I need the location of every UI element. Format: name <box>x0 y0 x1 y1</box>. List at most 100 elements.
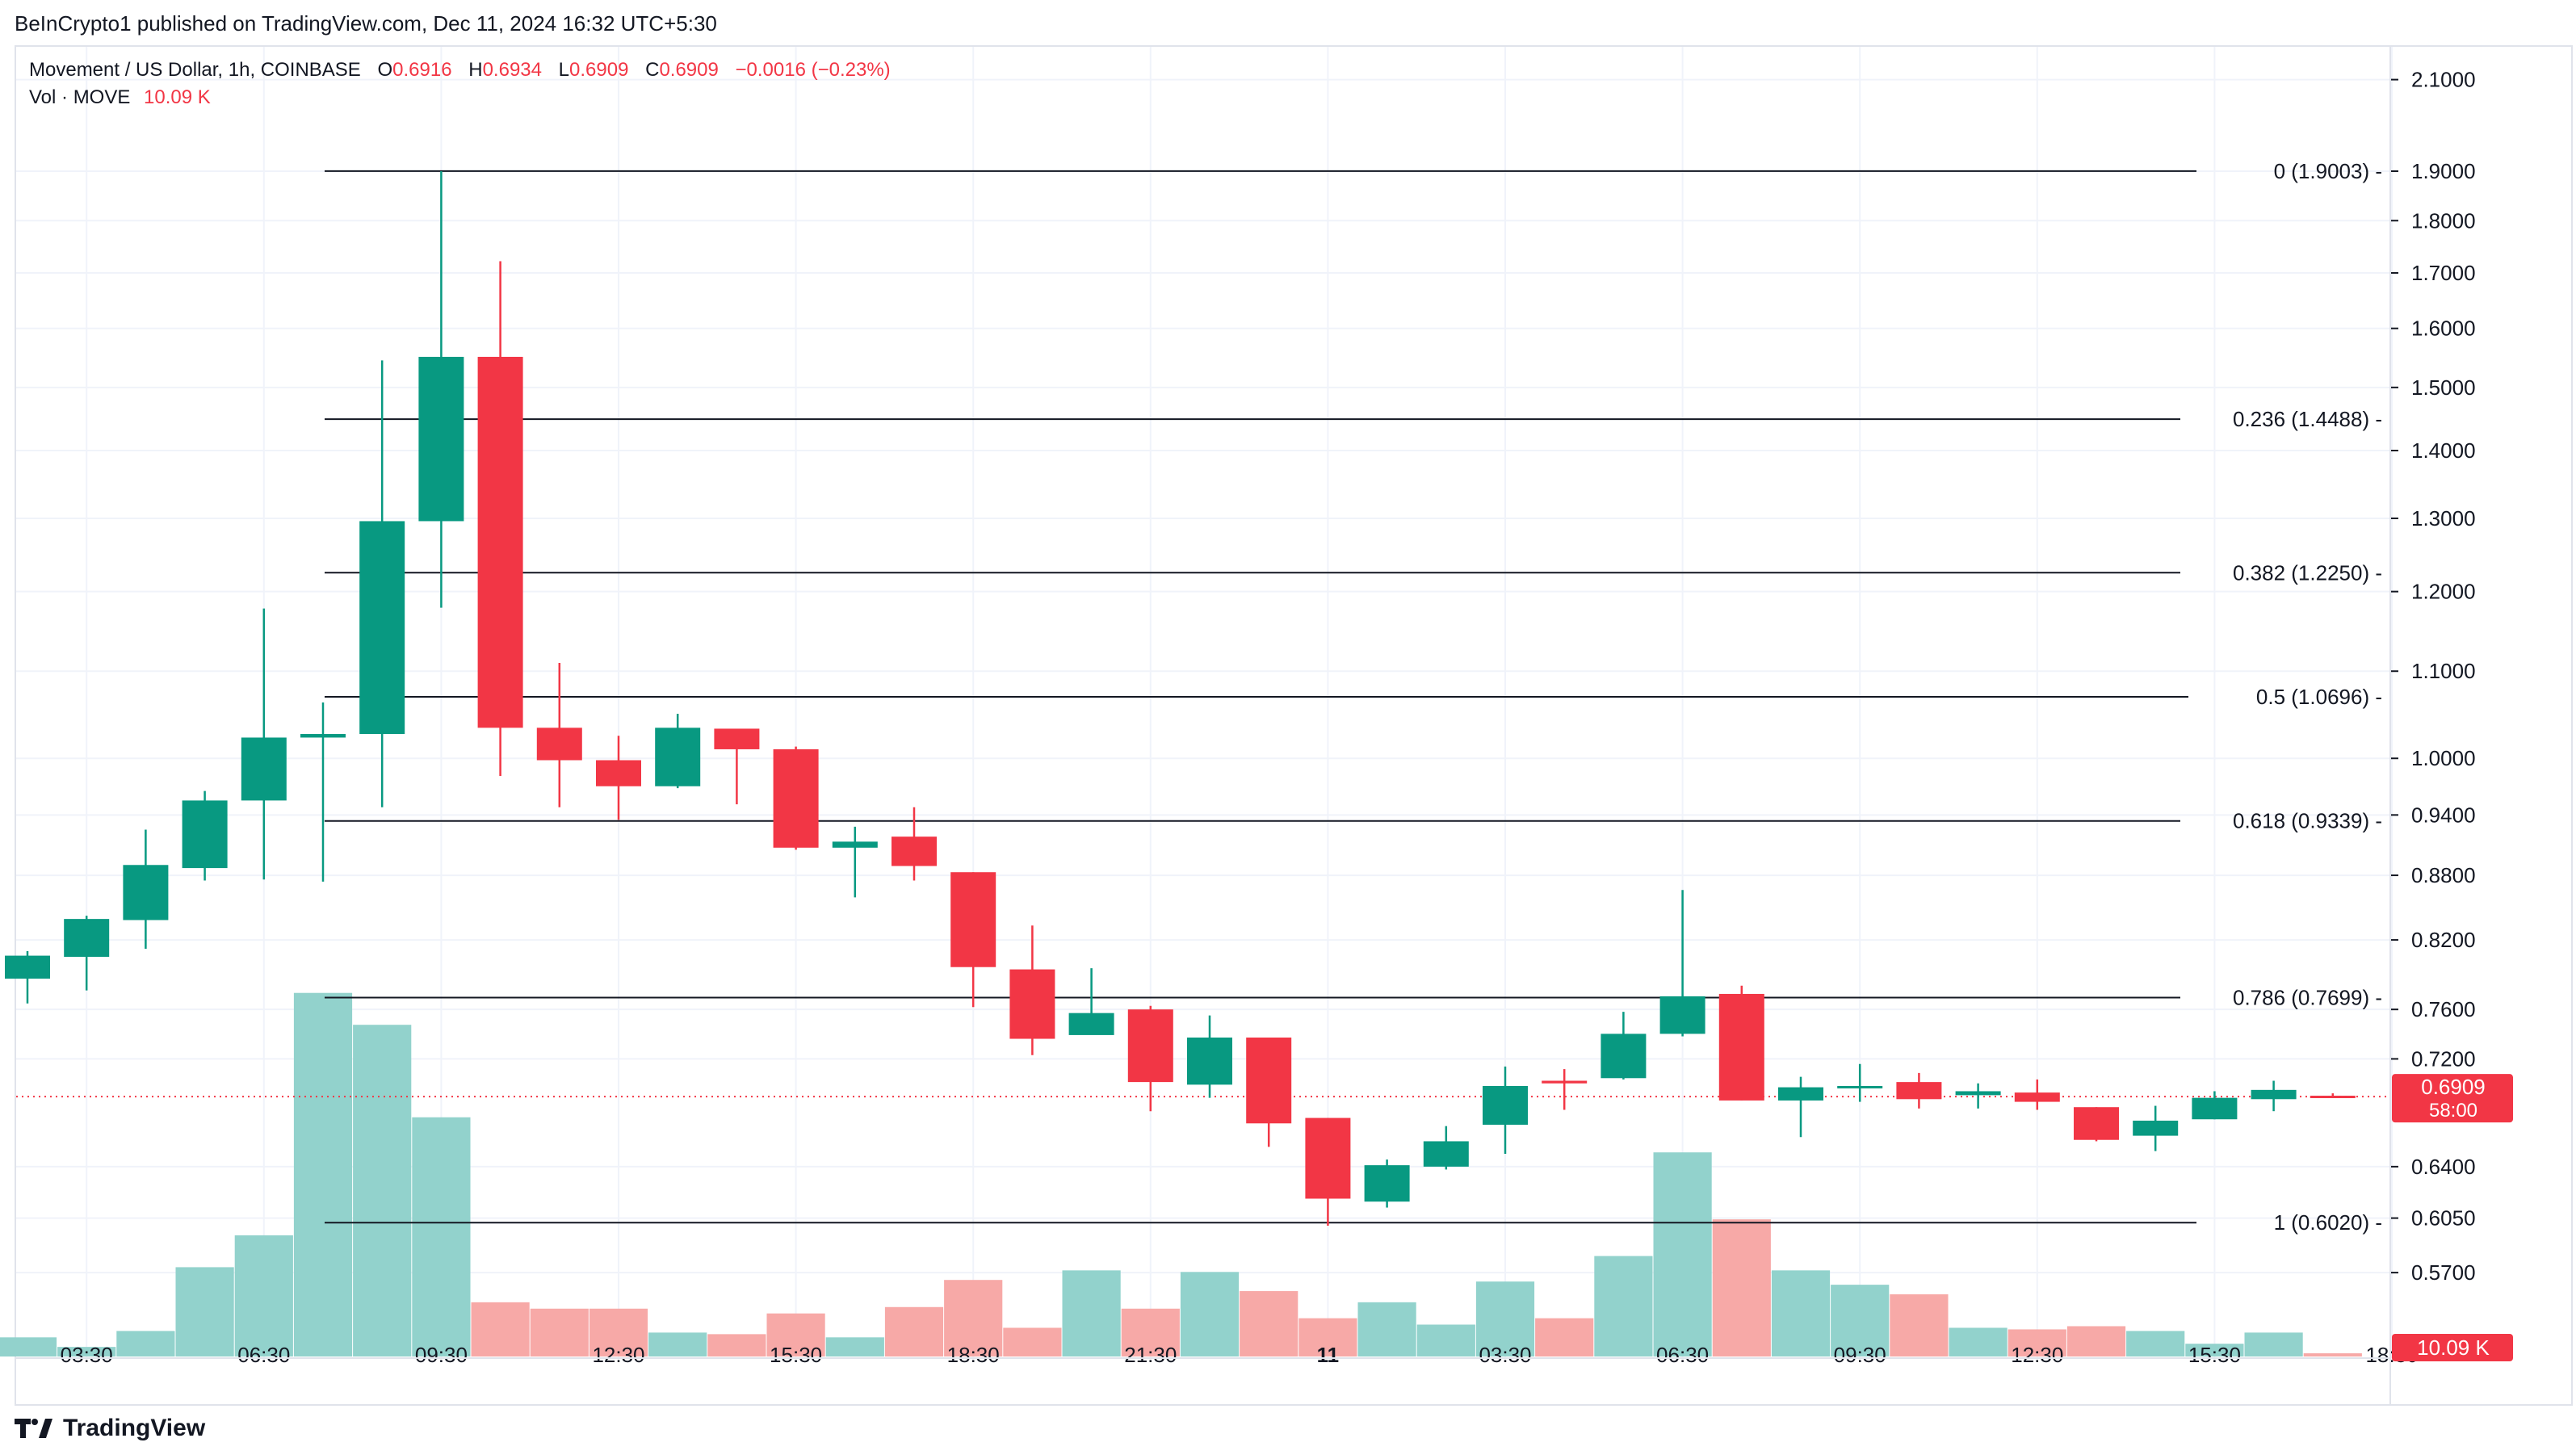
y-tick-label: 0.8200 <box>2411 928 2476 952</box>
candle-body <box>1423 1141 1469 1167</box>
candles[interactable] <box>5 171 2390 1226</box>
publisher-caption: BeInCrypto1 published on TradingView.com… <box>15 11 717 36</box>
low-label: L <box>558 59 570 81</box>
x-tick-label: 15:30 <box>2188 1343 2241 1367</box>
volume-bar <box>1535 1318 1594 1356</box>
volume-bar <box>1949 1327 2008 1356</box>
y-tick-label: 1.7000 <box>2411 261 2476 285</box>
volume-bar <box>1062 1270 1121 1356</box>
candle-body <box>655 728 701 786</box>
x-tick-label: 06:30 <box>1656 1343 1709 1367</box>
candle-body <box>1896 1082 1942 1100</box>
volume-bar <box>884 1306 944 1356</box>
y-tick-label: 1.0000 <box>2411 746 2476 770</box>
x-tick-label: 15:30 <box>770 1343 822 1367</box>
open-label: O <box>377 59 393 81</box>
close-label: C <box>645 59 660 81</box>
fib-level-label: 0.382 (1.2250) - <box>2233 560 2382 585</box>
volume-bar <box>1298 1318 1357 1356</box>
tradingview-footer[interactable]: TradingView <box>15 1415 205 1442</box>
candle-body <box>300 734 346 738</box>
volume-row: Vol · MOVE 10.09 K <box>29 84 891 111</box>
volume-tag <box>2392 1334 2513 1361</box>
volume-bar <box>234 1235 293 1356</box>
chart-frame <box>15 45 2573 1406</box>
high-label: H <box>468 59 483 81</box>
volume-bar <box>648 1332 707 1356</box>
candle-body <box>241 737 287 801</box>
axes: 03:30 06:30 09:30 12:30 15:30 18:30 21:30 11 03:… <box>16 47 2513 1405</box>
x-tick-label: 11 <box>1317 1343 1340 1367</box>
fibonacci-retracement[interactable]: 0 (1.9003) - 0.236 (1.4488) - 0.382 (1.225… <box>325 159 2382 1235</box>
x-tick-label: 18:30 <box>947 1343 1000 1367</box>
volume-bar <box>175 1267 234 1356</box>
candle-body <box>5 955 50 979</box>
y-tick-label: 1.4000 <box>2411 438 2476 463</box>
symbol-title: Movement / US Dollar, 1h, COINBASE <box>29 59 361 81</box>
y-tick-label: 0.7600 <box>2411 997 2476 1021</box>
volume-bar <box>2126 1331 2185 1356</box>
volume-bar <box>293 992 353 1356</box>
volume-bar <box>1416 1324 1475 1356</box>
volume-bar <box>589 1308 648 1356</box>
volume-bar <box>1712 1219 1771 1356</box>
volume-bar <box>1240 1291 1298 1356</box>
y-tick-label: 2.1000 <box>2411 68 2476 92</box>
y-tick-label: 0.6050 <box>2411 1206 2476 1231</box>
candle-body <box>1364 1165 1410 1202</box>
volume-bar <box>1890 1294 1949 1356</box>
volume-bar <box>2066 1326 2126 1356</box>
candle-body <box>1009 969 1055 1039</box>
volume-bar <box>57 1347 116 1356</box>
candle-body <box>596 760 641 786</box>
x-tick-label: 09:30 <box>415 1343 468 1367</box>
candle-body <box>2133 1120 2179 1136</box>
x-tick-label: 03:30 <box>61 1343 113 1367</box>
candle-body <box>2014 1092 2060 1102</box>
grid-layer <box>16 47 2393 1358</box>
x-tick-label: 12:30 <box>2011 1343 2063 1367</box>
low-value: 0.6909 <box>569 59 629 81</box>
last-price-tag <box>2392 1074 2513 1123</box>
volume-bar <box>1180 1272 1240 1356</box>
candle-body <box>1837 1085 1883 1088</box>
volume-bar <box>1594 1256 1653 1356</box>
fib-level-label: 1 (0.6020) - <box>2274 1210 2382 1235</box>
volume-bar <box>2008 1329 2066 1356</box>
x-tick-label: 09:30 <box>1834 1343 1886 1367</box>
x-tick-label: 21:30 <box>1124 1343 1177 1367</box>
candle-body <box>2192 1097 2238 1120</box>
candle-body <box>1542 1080 1588 1084</box>
volume-bar <box>1357 1302 1416 1356</box>
candle-body <box>123 865 169 920</box>
volume-bar <box>353 1025 412 1356</box>
volume-tag-value: 10.09 K <box>2417 1335 2490 1360</box>
candle-body <box>1601 1034 1647 1079</box>
fib-level-label: 0.5 (1.0696) - <box>2256 685 2382 709</box>
y-tick-label: 1.3000 <box>2411 506 2476 530</box>
volume-bar <box>707 1334 766 1356</box>
volume-bar <box>2303 1353 2362 1356</box>
volume-bar <box>1771 1270 1831 1356</box>
candle-body <box>477 356 523 728</box>
volume-bar <box>412 1117 471 1356</box>
candle-body <box>418 356 464 522</box>
tradingview-brand: TradingView <box>63 1415 206 1441</box>
y-tick-label: 0.7200 <box>2411 1046 2476 1071</box>
fib-level-label: 0.786 (0.7699) - <box>2233 986 2382 1010</box>
fib-level-label: 0.618 (0.9339) - <box>2233 809 2382 833</box>
y-tick-label: 1.8000 <box>2411 208 2476 233</box>
candle-body <box>2251 1089 2297 1100</box>
fib-level-label: 0.236 (1.4488) - <box>2233 407 2382 431</box>
fib-level-label: 0 (1.9003) - <box>2274 159 2382 183</box>
volume-bar <box>944 1280 1003 1356</box>
change-value: −0.0016 (−0.23%) <box>735 59 891 81</box>
x-tick-label: 06:30 <box>237 1343 290 1367</box>
candle-body <box>182 800 228 869</box>
volume-bar <box>825 1337 884 1356</box>
volume-bar <box>766 1313 825 1356</box>
bar-countdown-timer: 58:00 <box>2429 1100 2477 1122</box>
candle-body <box>359 521 405 735</box>
candle-body <box>536 728 582 761</box>
